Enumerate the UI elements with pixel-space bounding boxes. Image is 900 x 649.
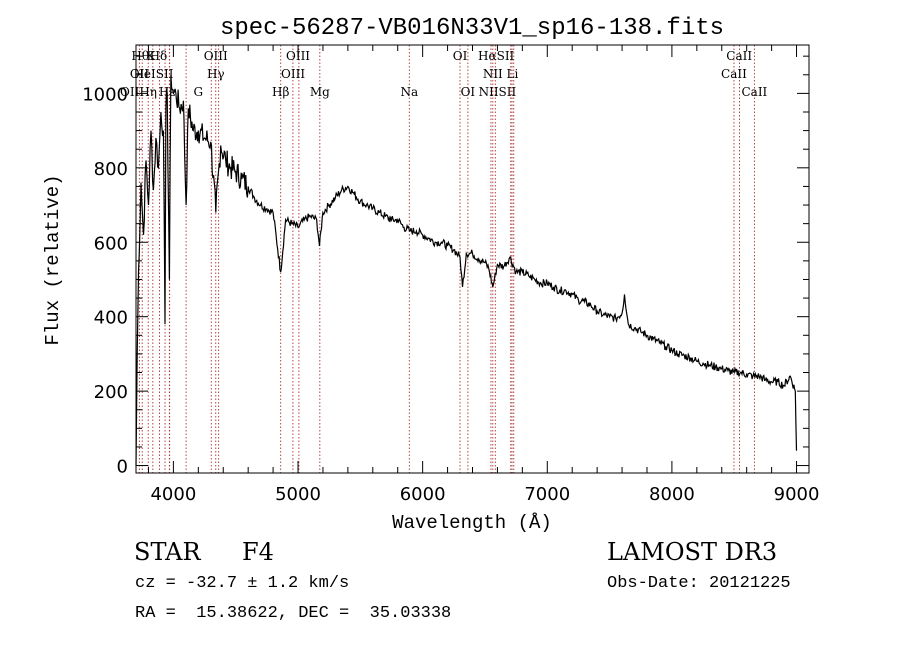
spectrum-series-line bbox=[135, 74, 798, 466]
redshift-text: cz = -32.7 ± 1.2 km/s bbox=[135, 574, 350, 593]
x-axis-label: Wavelength (Å) bbox=[392, 512, 552, 534]
x-tick-label: 8000 bbox=[649, 484, 695, 505]
x-tick-label: 7000 bbox=[524, 484, 570, 505]
plot-frame bbox=[135, 44, 810, 474]
line-label: OI bbox=[453, 49, 468, 63]
y-tick-label: 800 bbox=[94, 159, 128, 180]
line-label: CaII bbox=[726, 49, 752, 63]
line-label: HeISII bbox=[133, 67, 173, 81]
line-label: CaII bbox=[721, 67, 747, 81]
line-label: CaII bbox=[741, 85, 767, 99]
line-label: G bbox=[194, 85, 204, 99]
line-label: OI bbox=[461, 85, 476, 99]
line-label: Hγ bbox=[207, 67, 225, 81]
spectral-line-markers bbox=[138, 45, 755, 473]
y-axis-label: Flux (relative) bbox=[42, 174, 64, 345]
x-tick-label: 9000 bbox=[774, 484, 820, 505]
line-label: NII bbox=[483, 67, 503, 81]
y-tick-label: 0 bbox=[117, 457, 128, 478]
line-label: OIII bbox=[281, 67, 305, 81]
y-axis-ticks: 0 200 400 600 800 1000 bbox=[82, 55, 809, 478]
y-tick-label: 200 bbox=[94, 382, 128, 403]
x-tick-label: 4000 bbox=[150, 484, 196, 505]
line-label: OIII bbox=[204, 49, 228, 63]
line-label: Hδ bbox=[150, 49, 168, 63]
line-label: NIISII bbox=[479, 85, 517, 99]
x-tick-label: 5000 bbox=[275, 484, 321, 505]
line-label: Hβ bbox=[272, 85, 289, 99]
line-label: Li bbox=[506, 67, 518, 81]
line-label: Na bbox=[400, 85, 418, 99]
obs-date-text: Obs-Date: 20121225 bbox=[607, 574, 791, 593]
line-label: OIIHη bbox=[120, 85, 157, 99]
y-tick-label: 600 bbox=[94, 233, 128, 254]
x-tick-label: 6000 bbox=[400, 484, 446, 505]
line-label: K bbox=[146, 49, 156, 63]
chart-title: spec-56287-VB016N33V1_sp16-138.fits bbox=[220, 15, 724, 42]
x-axis-ticks: 4000 5000 6000 7000 8000 9000 bbox=[147, 45, 820, 505]
y-tick-label: 1000 bbox=[82, 84, 128, 105]
line-label: OII bbox=[130, 67, 150, 81]
object-class: STAR bbox=[134, 538, 201, 566]
line-label: Mg bbox=[310, 85, 330, 99]
object-subclass: F4 bbox=[242, 538, 274, 566]
survey-name: LAMOST DR3 bbox=[607, 538, 778, 566]
line-label: HαSII bbox=[478, 49, 515, 63]
y-tick-label: 400 bbox=[94, 308, 128, 329]
coords-text: RA = 15.38622, DEC = 35.03338 bbox=[135, 604, 452, 623]
